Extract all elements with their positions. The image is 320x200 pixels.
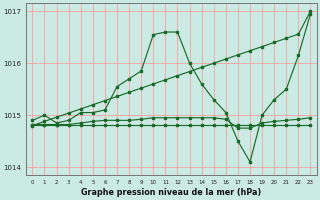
X-axis label: Graphe pression niveau de la mer (hPa): Graphe pression niveau de la mer (hPa) [81, 188, 261, 197]
